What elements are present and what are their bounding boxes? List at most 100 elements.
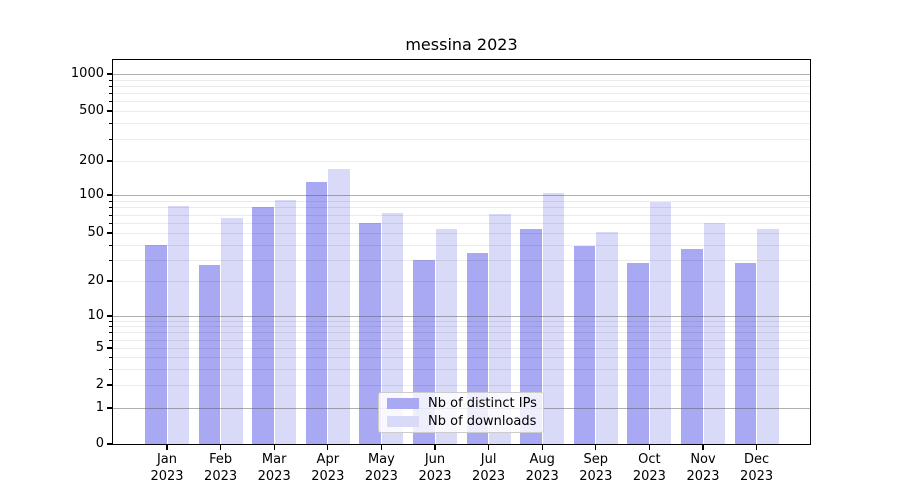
bar-downloads-oct [649, 202, 672, 444]
bar-downloads-sep [596, 231, 618, 444]
gridline-80 [113, 207, 810, 209]
x-tick-jun [434, 444, 436, 450]
gridline-500 [113, 111, 810, 112]
y-minortick-8 [109, 326, 112, 328]
legend-swatch-downloads [387, 416, 419, 427]
gridline-6 [113, 339, 810, 341]
legend-item-downloads: Nb of downloads [387, 414, 537, 429]
bar-distinct-ips-sep [573, 246, 596, 444]
x-tick-label-jun: Jun 2023 [418, 452, 452, 484]
y-tick-50 [107, 232, 112, 234]
y-minortick-600 [109, 101, 112, 103]
x-tick-label-mar: Mar 2023 [257, 452, 291, 484]
gridline-10 [113, 316, 810, 317]
y-tick-label-2: 2 [95, 377, 104, 392]
y-tick-500 [107, 110, 112, 112]
gridline-8 [113, 326, 810, 328]
gridline-300 [113, 138, 810, 140]
x-tick-label-jan: Jan 2023 [150, 452, 184, 484]
y-tick-1 [107, 407, 112, 409]
bar-downloads-mar [274, 199, 297, 444]
bar-downloads-apr [328, 168, 350, 444]
y-minortick-4 [109, 357, 112, 358]
legend-label-distinct-ips: Nb of distinct IPs [428, 396, 537, 411]
legend-label-downloads: Nb of downloads [428, 414, 537, 429]
x-tick-label-feb: Feb 2023 [204, 452, 238, 484]
y-minortick-3 [109, 368, 112, 370]
gridline-7 [113, 332, 810, 334]
y-tick-1000 [107, 73, 112, 75]
y-tick-10 [107, 315, 112, 317]
gridline-600 [113, 101, 810, 103]
y-tick-20 [107, 280, 112, 282]
gridline-100 [113, 195, 810, 196]
bar-distinct-ips-dec [734, 263, 757, 444]
bar-distinct-ips-mar [252, 207, 274, 444]
bar-downloads-jun [435, 228, 457, 444]
gridline-200 [113, 161, 810, 162]
y-tick-label-10: 10 [87, 308, 104, 323]
x-tick-label-oct: Oct 2023 [632, 452, 666, 484]
y-minortick-900 [109, 79, 112, 81]
bar-distinct-ips-aug [520, 228, 542, 444]
x-tick-label-nov: Nov 2023 [686, 452, 720, 484]
y-tick-2 [107, 384, 112, 386]
chart-title: messina 2023 [405, 35, 518, 54]
y-tick-label-5: 5 [95, 340, 104, 355]
x-tick-jan [166, 444, 168, 450]
bar-distinct-ips-oct [627, 263, 649, 444]
x-tick-label-jul: Jul 2023 [472, 452, 506, 484]
y-minortick-700 [109, 93, 112, 95]
bar-downloads-aug [542, 193, 565, 444]
y-tick-100 [107, 194, 112, 196]
x-tick-sep [595, 444, 597, 450]
y-minortick-30 [109, 259, 112, 261]
grid-layer [113, 60, 810, 444]
y-minortick-800 [109, 85, 112, 87]
y-tick-label-1000: 1000 [70, 66, 104, 81]
y-minortick-9 [109, 320, 112, 322]
y-tick-0 [107, 443, 112, 445]
x-tick-label-aug: Aug 2023 [525, 452, 559, 484]
gridline-30 [113, 259, 810, 261]
y-tick-label-50: 50 [87, 225, 104, 240]
y-tick-label-20: 20 [87, 273, 104, 288]
gridline-70 [113, 214, 810, 216]
gridline-5 [113, 348, 810, 349]
bar-downloads-jul [489, 213, 511, 444]
gridline-50 [113, 233, 810, 234]
gridline-40 [113, 244, 810, 246]
x-tick-jul [487, 444, 490, 450]
y-minortick-400 [109, 123, 112, 125]
gridline-4 [113, 357, 810, 358]
x-tick-oct [648, 444, 651, 450]
y-tick-label-1: 1 [95, 400, 104, 415]
y-minortick-90 [109, 200, 112, 202]
y-minortick-6 [109, 339, 112, 341]
legend-swatch-distinct-ips [387, 398, 419, 409]
bar-distinct-ips-jan [145, 244, 167, 444]
y-minortick-40 [109, 244, 112, 246]
bar-downloads-may [381, 213, 404, 444]
y-minortick-70 [109, 214, 112, 216]
y-minortick-7 [109, 332, 112, 334]
x-tick-label-sep: Sep 2023 [579, 452, 613, 484]
plot-area [112, 59, 811, 445]
bar-distinct-ips-may [359, 223, 381, 444]
bar-distinct-ips-apr [305, 182, 328, 444]
bar-downloads-jan [167, 205, 189, 444]
y-tick-label-200: 200 [79, 153, 104, 168]
x-tick-feb [219, 444, 222, 450]
x-tick-aug [541, 444, 543, 450]
gridline-900 [113, 79, 810, 81]
y-tick-label-0: 0 [95, 436, 104, 451]
gridline-700 [113, 93, 810, 95]
x-tick-mar [273, 444, 275, 450]
bar-distinct-ips-feb [198, 265, 221, 444]
y-tick-label-500: 500 [79, 103, 104, 118]
legend-item-distinct-ips: Nb of distinct IPs [387, 396, 537, 411]
gridline-400 [113, 123, 810, 125]
legend: Nb of distinct IPs Nb of downloads [378, 392, 544, 433]
y-minortick-60 [109, 223, 112, 224]
gridline-2 [113, 385, 810, 386]
